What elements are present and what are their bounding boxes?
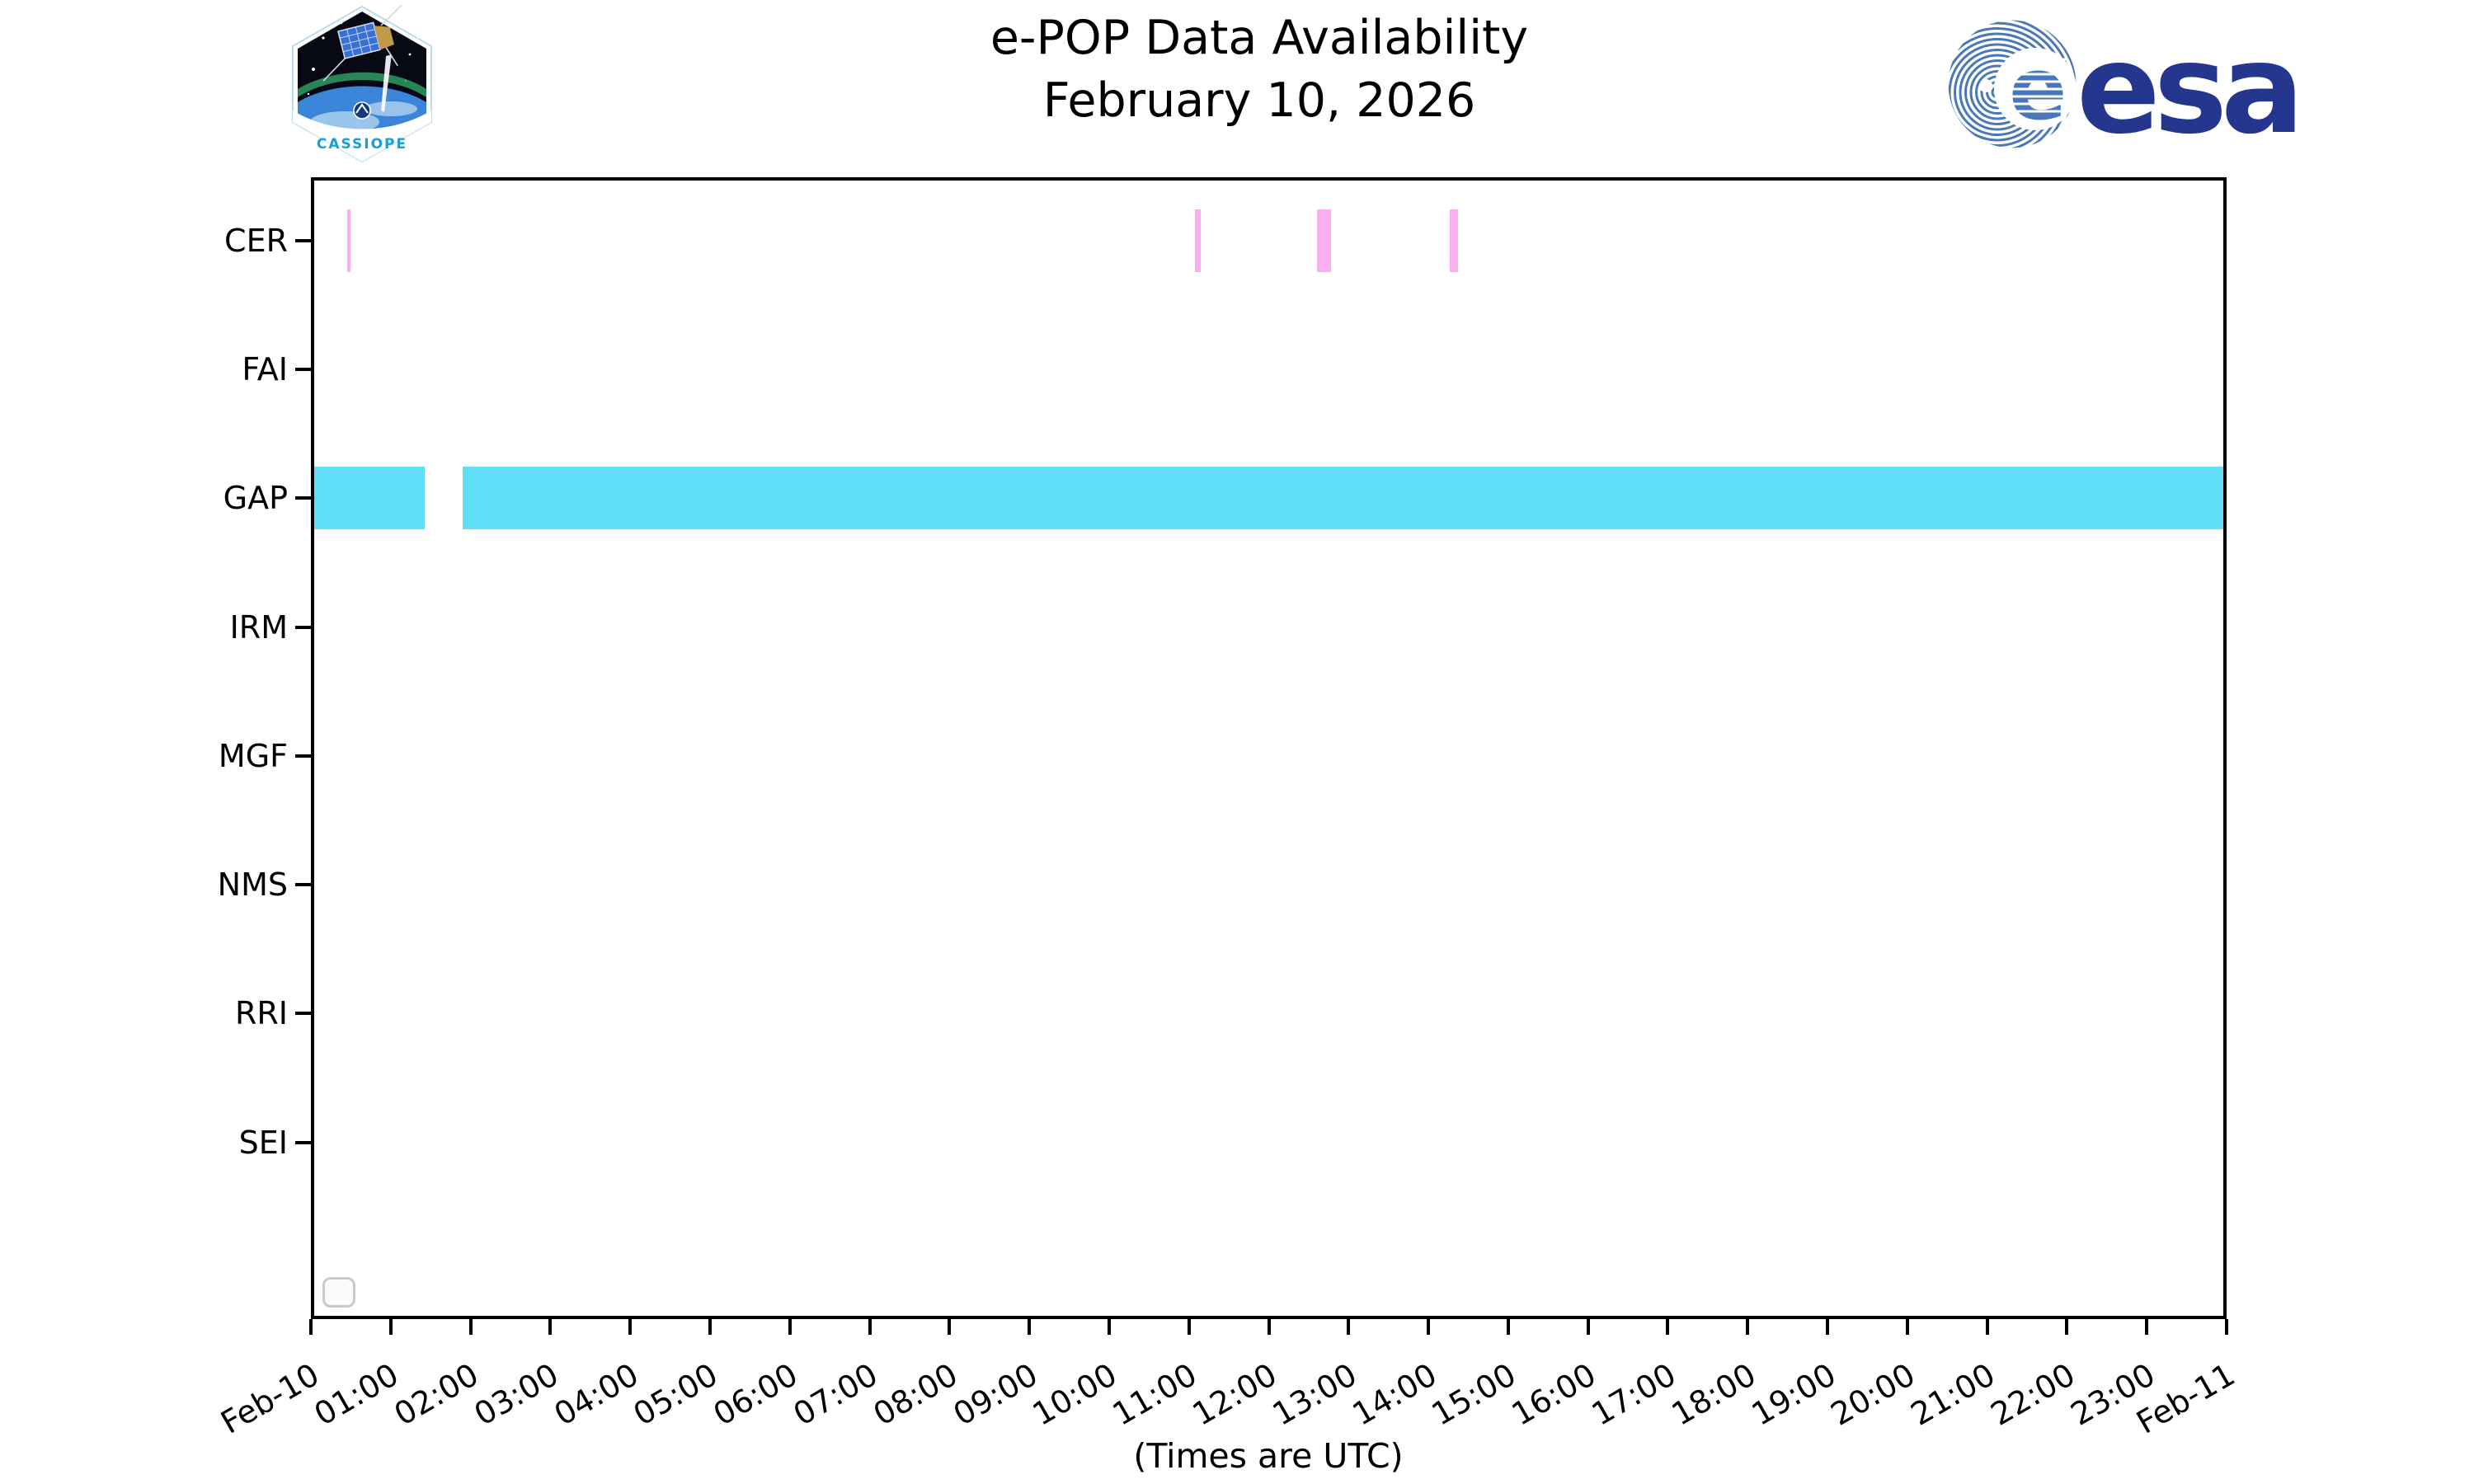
timeline-plot-area [311,177,2227,1319]
x-tick-24 [2225,1319,2228,1335]
y-label-mgf: MGF [218,737,288,774]
chart-subtitle: February 10, 2026 [1042,73,1476,128]
cer-availability-bar [1316,209,1331,273]
y-label-irm: IRM [229,608,288,646]
x-label-4: 04:00 [548,1355,645,1433]
y-tick-cer [295,239,311,242]
y-tick-irm [295,625,311,629]
x-tick-10 [1107,1319,1111,1335]
x-tick-15 [1506,1319,1510,1335]
cer-availability-bar [1195,209,1202,273]
x-tick-3 [548,1319,553,1335]
y-tick-rri [295,1012,311,1016]
y-label-sei: SEI [238,1124,288,1161]
x-label-6: 06:00 [707,1355,804,1433]
x-tick-22 [2065,1319,2069,1335]
patch-csa-badge [353,101,371,120]
x-tick-9 [1028,1319,1032,1335]
y-tick-sei [295,1140,311,1144]
patch-signal-beam [381,54,392,112]
esa-e-stripes [2007,58,2067,113]
x-tick-4 [628,1319,633,1335]
x-axis-caption: (Times are UTC) [1133,1436,1404,1476]
x-label-11: 11:00 [1106,1355,1203,1433]
patch-earth-clouds2 [365,101,417,116]
cer-availability-bar [1450,209,1458,273]
x-label-13: 13:00 [1266,1355,1363,1433]
x-tick-12 [1267,1319,1271,1335]
esa-logo: e esa [1946,16,2301,153]
esa-globe-mask [1946,16,2180,153]
patch-satellite [322,5,409,82]
x-label-14: 14:00 [1346,1355,1443,1433]
x-label-21: 21:00 [1904,1355,2001,1433]
y-label-rri: RRI [234,995,288,1032]
x-tick-20 [1905,1319,1909,1335]
x-label-0: Feb-10 [214,1355,325,1441]
cassiope-mission-patch: CASSIOPE [292,5,432,163]
x-tick-5 [708,1319,712,1335]
x-tick-17 [1666,1319,1670,1335]
y-tick-mgf [295,754,311,758]
x-label-20: 20:00 [1824,1355,1921,1433]
x-tick-8 [948,1319,952,1335]
patch-cassiope-label: CASSIOPE [317,136,407,153]
x-tick-18 [1746,1319,1750,1335]
y-tick-fai [295,368,311,372]
esa-wordmark: esa [2077,18,2298,153]
x-label-5: 05:00 [628,1355,724,1433]
patch-csa-chevron [355,103,369,114]
x-label-1: 01:00 [308,1355,405,1433]
chart-title: e-POP Data Availability [990,11,1529,65]
patch-aurora [298,72,426,97]
x-label-17: 17:00 [1585,1355,1682,1433]
x-label-22: 22:00 [1984,1355,2081,1433]
y-label-cer: CER [224,223,288,259]
patch-swoosh [293,110,431,162]
gap-availability-bar [311,467,426,530]
x-label-8: 08:00 [867,1355,964,1433]
x-label-2: 02:00 [388,1355,485,1433]
x-label-18: 18:00 [1665,1355,1762,1433]
x-tick-7 [868,1319,872,1335]
x-tick-16 [1586,1319,1590,1335]
x-label-10: 10:00 [1027,1355,1123,1433]
y-tick-nms [295,883,311,887]
x-label-3: 03:00 [468,1355,565,1433]
x-label-16: 16:00 [1505,1355,1602,1433]
y-tick-gap [295,496,311,500]
x-tick-23 [2145,1319,2149,1335]
chart-title-block: e-POP Data Availability February 10, 202… [990,7,1528,132]
x-tick-21 [1985,1319,1989,1335]
esa-globe-dot [1979,79,1992,92]
y-label-nms: NMS [217,866,288,904]
x-tick-11 [1187,1319,1191,1335]
y-label-fai: FAI [242,351,288,388]
x-tick-6 [788,1319,792,1335]
y-label-gap: GAP [223,480,288,517]
x-label-19: 19:00 [1745,1355,1842,1433]
empty-legend-box [322,1277,355,1308]
x-label-12: 12:00 [1186,1355,1283,1433]
x-tick-19 [1826,1319,1830,1335]
x-label-15: 15:00 [1426,1355,1522,1433]
x-tick-2 [468,1319,473,1335]
cer-availability-bar [346,209,351,273]
x-label-9: 09:00 [947,1355,1044,1433]
gap-availability-bar [462,467,2227,530]
x-tick-14 [1427,1319,1431,1335]
x-tick-13 [1347,1319,1351,1335]
x-tick-1 [388,1319,393,1335]
x-tick-0 [309,1319,313,1335]
x-label-7: 07:00 [787,1355,884,1433]
